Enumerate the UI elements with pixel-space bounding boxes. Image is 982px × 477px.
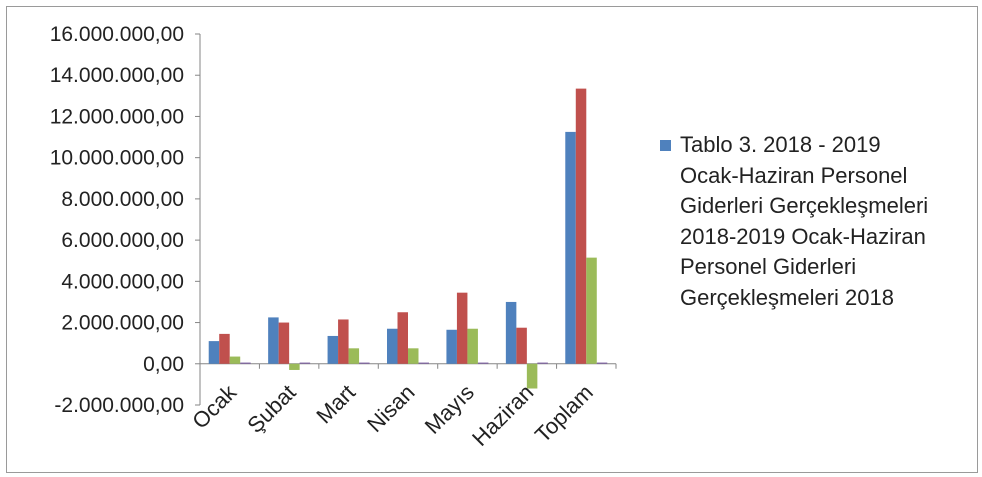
bar bbox=[208, 341, 220, 364]
y-tick-label: 6.000.000,00 bbox=[61, 229, 184, 252]
bar bbox=[467, 328, 478, 364]
bar bbox=[418, 362, 429, 364]
y-tick-label: 12.000.000,00 bbox=[50, 105, 184, 128]
bar bbox=[446, 329, 457, 364]
bar bbox=[596, 362, 608, 364]
bar bbox=[359, 362, 370, 364]
legend: Tablo 3. 2018 - 2019 Ocak-Haziran Person… bbox=[660, 130, 960, 313]
y-tick-label: 10.000.000,00 bbox=[50, 147, 184, 170]
chart-frame bbox=[6, 6, 978, 473]
bar bbox=[229, 356, 241, 364]
bar bbox=[327, 335, 339, 364]
bar bbox=[408, 348, 419, 364]
bar bbox=[565, 131, 576, 364]
bar bbox=[537, 362, 548, 364]
bar bbox=[240, 362, 251, 364]
bar bbox=[456, 292, 468, 364]
bar bbox=[526, 363, 538, 389]
y-tick-label: 8.000.000,00 bbox=[61, 188, 184, 211]
bar bbox=[387, 328, 398, 364]
bar bbox=[477, 362, 489, 364]
bar bbox=[219, 333, 230, 364]
y-tick-label: 2.000.000,00 bbox=[61, 312, 184, 335]
bar bbox=[575, 88, 587, 364]
y-tick-label: 14.000.000,00 bbox=[50, 64, 184, 87]
y-tick-labels: -2.000.000,00 0,00 2.000.000,00 4.000.000,0… bbox=[50, 23, 184, 417]
bar bbox=[299, 362, 311, 364]
bar bbox=[397, 312, 408, 364]
y-tick-label: 16.000.000,00 bbox=[50, 23, 184, 46]
x-tick-label: Haziran bbox=[467, 380, 538, 451]
bars bbox=[208, 88, 608, 389]
x-tick-label: Nisan bbox=[362, 380, 419, 437]
x-tick-label: Mart bbox=[311, 380, 360, 429]
bar bbox=[278, 322, 290, 364]
bar bbox=[586, 257, 597, 364]
x-tick-label: Ocak bbox=[187, 379, 242, 434]
bar bbox=[338, 319, 349, 364]
bar bbox=[268, 317, 279, 364]
bar bbox=[289, 363, 300, 370]
bar bbox=[505, 301, 517, 364]
legend-swatch bbox=[660, 140, 671, 151]
legend-label: Tablo 3. 2018 - 2019 Ocak-Haziran Person… bbox=[680, 132, 929, 310]
bar bbox=[516, 327, 527, 364]
y-tick-label: 4.000.000,00 bbox=[61, 270, 184, 293]
y-tick-label: -2.000.000,00 bbox=[54, 394, 184, 417]
y-tick-label: 0,00 bbox=[143, 353, 184, 376]
bar bbox=[348, 348, 360, 364]
x-tick-label: Toplam bbox=[530, 380, 598, 448]
x-tick-label: Şubat bbox=[242, 380, 300, 438]
